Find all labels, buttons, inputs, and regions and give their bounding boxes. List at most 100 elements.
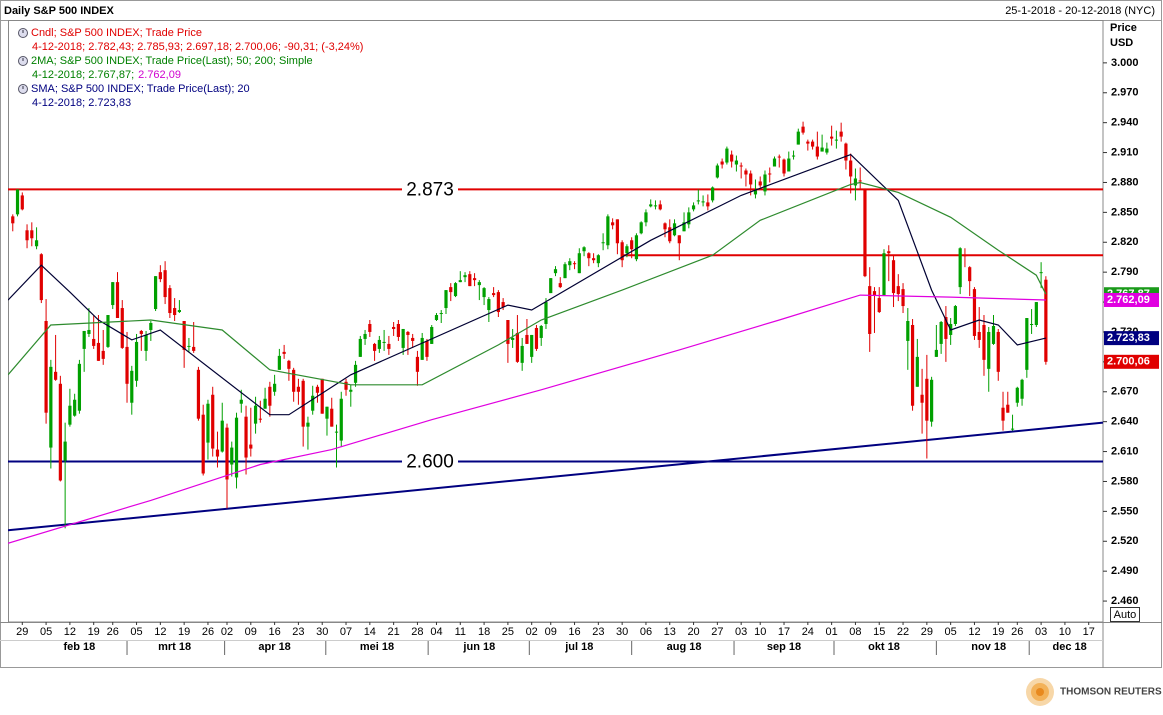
moving-average-line bbox=[8, 181, 1047, 386]
candle-body bbox=[153, 276, 158, 310]
x-tick-label: 13 bbox=[664, 626, 676, 638]
candle-body bbox=[777, 156, 781, 158]
candle-body bbox=[106, 315, 110, 347]
x-tick-label: 25 bbox=[502, 626, 514, 638]
candle-body bbox=[173, 308, 177, 316]
auto-button-label[interactable]: Auto bbox=[1114, 609, 1137, 621]
x-tick-label: 16 bbox=[268, 626, 280, 638]
price-tag bbox=[1104, 354, 1159, 369]
candle-body bbox=[34, 240, 39, 247]
candle-body bbox=[282, 351, 286, 354]
candle-body bbox=[506, 320, 510, 344]
x-tick-label: 19 bbox=[178, 626, 190, 638]
candle-body bbox=[25, 230, 29, 241]
candle-body bbox=[558, 283, 562, 288]
candle-body bbox=[849, 160, 853, 177]
candle-body bbox=[768, 173, 772, 175]
month-label: dec 18 bbox=[1053, 641, 1087, 653]
month-label: nov 18 bbox=[971, 641, 1006, 653]
candle-body bbox=[1010, 428, 1015, 430]
candle-body bbox=[944, 317, 948, 339]
candle-body bbox=[520, 345, 524, 363]
candle-body bbox=[915, 356, 919, 387]
candle-body bbox=[58, 383, 62, 481]
candle-body bbox=[877, 298, 881, 313]
candle-body bbox=[758, 181, 762, 186]
month-label: feb 18 bbox=[64, 641, 96, 653]
candle-body bbox=[377, 339, 381, 349]
legend-text: Cndl; S&P 500 INDEX; Trade Price bbox=[31, 27, 202, 39]
candle-body bbox=[863, 189, 867, 277]
candle-body bbox=[582, 247, 586, 252]
candle-body bbox=[696, 200, 700, 202]
x-tick-label: 19 bbox=[88, 626, 100, 638]
x-tick-label: 29 bbox=[921, 626, 933, 638]
candle-body bbox=[363, 333, 367, 339]
candle-body bbox=[910, 324, 915, 406]
legend-entry: Cndl; S&P 500 INDEX; Trade Price bbox=[31, 27, 202, 39]
logo-core bbox=[1036, 688, 1044, 696]
candle-body bbox=[801, 126, 805, 133]
x-tick-label: 11 bbox=[455, 626, 466, 638]
candle-body bbox=[444, 290, 448, 309]
legend-text: 2.762,09 bbox=[138, 69, 181, 81]
candle-body bbox=[791, 155, 796, 157]
x-tick-label: 16 bbox=[568, 626, 580, 638]
candle-body bbox=[620, 242, 624, 261]
x-tick-label: 09 bbox=[245, 626, 257, 638]
price-tag-label: 2.700,06 bbox=[1107, 356, 1150, 368]
candle-body bbox=[206, 403, 210, 443]
candle-body bbox=[396, 323, 400, 337]
legend-entry: SMA; S&P 500 INDEX; Trade Price(Last); 2… bbox=[31, 83, 250, 95]
legend-text: 2MA; S&P 500 INDEX; Trade Price(Last); 5… bbox=[31, 55, 313, 67]
x-tick-label: 30 bbox=[616, 626, 628, 638]
candle-body bbox=[711, 187, 715, 201]
candle-body bbox=[82, 330, 86, 349]
candle-body bbox=[1029, 323, 1034, 325]
level-label: 2.600 bbox=[406, 452, 454, 473]
candle-body bbox=[163, 270, 167, 298]
candle-body bbox=[611, 222, 615, 226]
candle-body bbox=[96, 342, 101, 361]
y-tick-label: 2.520 bbox=[1111, 535, 1139, 547]
candle-body bbox=[125, 346, 129, 384]
candle-body bbox=[925, 378, 929, 421]
candle-body bbox=[534, 327, 539, 349]
candle-body bbox=[839, 131, 843, 137]
y-tick-label: 2.910 bbox=[1111, 146, 1139, 158]
candle-body bbox=[906, 321, 910, 341]
legend-text: 4-12-2018; 2.767,87; bbox=[32, 69, 134, 81]
legend-text: 4-12-2018; 2.723,83 bbox=[32, 97, 131, 109]
candle-body bbox=[982, 324, 986, 360]
y-tick-label: 2.790 bbox=[1111, 266, 1139, 278]
candle-body bbox=[749, 173, 753, 185]
x-tick-label: 05 bbox=[130, 626, 142, 638]
candle-body bbox=[901, 289, 905, 307]
x-tick-label: 09 bbox=[545, 626, 557, 638]
candle-body bbox=[301, 380, 305, 427]
x-tick-label: 12 bbox=[154, 626, 166, 638]
candle-body bbox=[658, 204, 662, 210]
month-label: apr 18 bbox=[258, 641, 290, 653]
candle-body bbox=[439, 313, 443, 315]
month-label: jul 18 bbox=[564, 641, 593, 653]
x-tick-label: 05 bbox=[40, 626, 52, 638]
candle-body bbox=[1039, 272, 1043, 274]
auto-button[interactable] bbox=[1110, 607, 1140, 622]
candle-body bbox=[134, 341, 139, 381]
candle-body bbox=[744, 170, 748, 175]
candle-body bbox=[449, 287, 453, 293]
candle-body bbox=[577, 253, 581, 274]
candle-body bbox=[953, 306, 958, 324]
date-range: 25-1-2018 - 20-12-2018 (NYC) bbox=[1005, 5, 1155, 17]
candle-body bbox=[196, 369, 201, 419]
legend-entry: 4-12-2018; 2.767,87; 2.762,09 bbox=[32, 69, 181, 81]
candle-body bbox=[887, 251, 891, 254]
candle-body bbox=[77, 363, 82, 411]
x-tick-label: 19 bbox=[992, 626, 1004, 638]
candle-body bbox=[1025, 318, 1029, 370]
x-tick-label: 21 bbox=[388, 626, 400, 638]
candle-body bbox=[810, 141, 815, 147]
legend-text: 4-12-2018; 2.782,43; 2.785,93; 2.697,18;… bbox=[32, 41, 363, 53]
candle-body bbox=[215, 449, 220, 457]
